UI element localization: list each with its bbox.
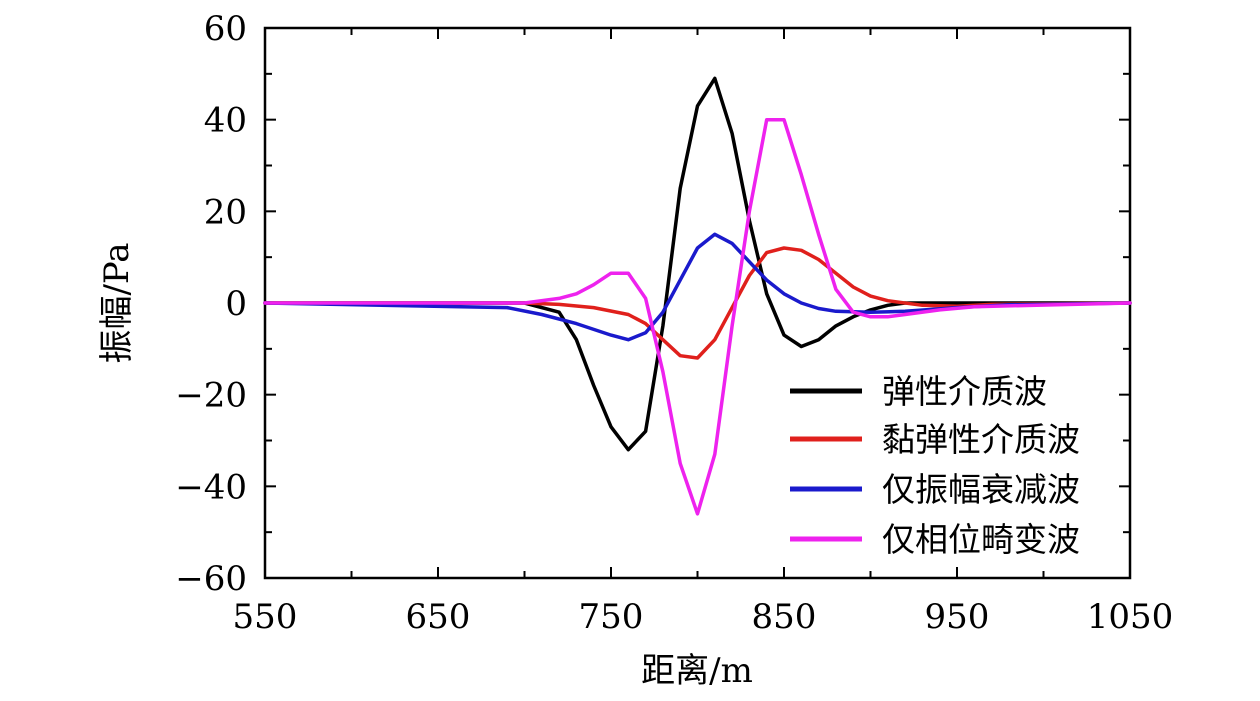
y-tick-label: −40: [175, 467, 247, 507]
x-tick-label: 1050: [1087, 597, 1174, 637]
series-lines: [263, 76, 1132, 516]
y-tick-label: 20: [204, 192, 247, 232]
series-line-2: [263, 232, 1132, 342]
y-axis-title: 振幅/Pa: [97, 242, 137, 363]
series-line-3: [263, 117, 1132, 516]
x-tick-label: 950: [925, 597, 990, 637]
y-tick-label: −60: [175, 559, 247, 599]
legend-label-1: 黏弹性介质波: [882, 420, 1080, 459]
legend-label-2: 仅振幅衰减波: [882, 470, 1080, 509]
y-tick-label: −20: [175, 376, 247, 416]
y-tick-label: 0: [225, 284, 247, 324]
legend-label-0: 弹性介质波: [882, 372, 1047, 411]
x-tick-label: 550: [233, 597, 298, 637]
x-tick-label: 850: [752, 597, 817, 637]
axis-tick-labels: 550 650 750 850 950 1050 −60 −40 −20 0 20 40 60: [175, 9, 1173, 637]
series-line-1: [263, 246, 1132, 360]
x-tick-label: 750: [579, 597, 644, 637]
legend: 弹性介质波 黏弹性介质波 仅振幅衰减波 仅相位畸变波: [790, 372, 1080, 559]
axis-ticks: [264, 27, 1131, 579]
legend-label-3: 仅相位畸变波: [882, 520, 1080, 559]
y-tick-label: 40: [204, 101, 247, 141]
x-tick-label: 650: [406, 597, 471, 637]
series-line-0: [263, 76, 1132, 452]
y-tick-label: 60: [204, 9, 247, 49]
x-axis-title: 距离/m: [641, 651, 753, 691]
